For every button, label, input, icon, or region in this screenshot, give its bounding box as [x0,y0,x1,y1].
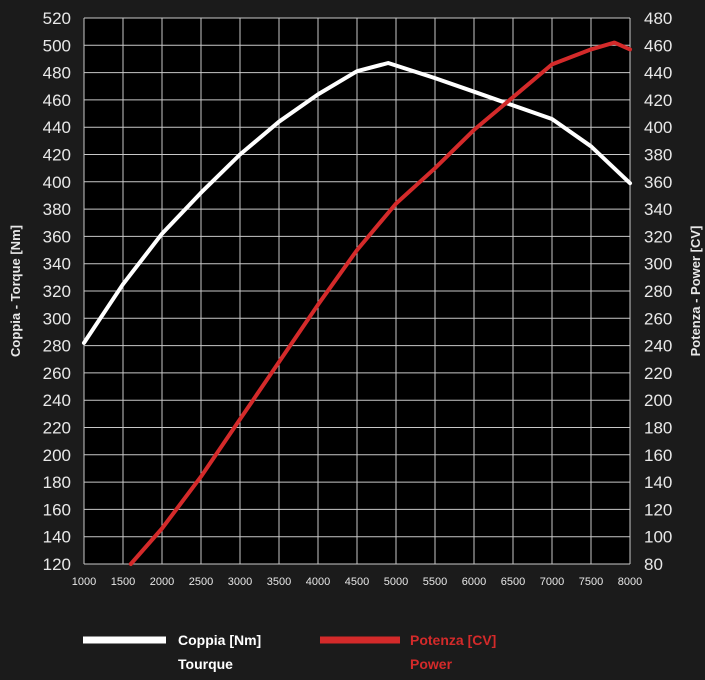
legend-sublabel-torque: Tourque [178,656,233,672]
y-right-tick-380: 380 [644,146,672,165]
y-left-tick-500: 500 [43,36,71,55]
y-right-tick-340: 340 [644,200,672,219]
y-right-tick-220: 220 [644,364,672,383]
grid [83,17,631,565]
y-left-tick-520: 520 [43,9,71,28]
y-right-tick-80: 80 [644,555,663,574]
x-tick-1500: 1500 [111,576,135,588]
x-tick-1000: 1000 [72,576,96,588]
x-tick-2000: 2000 [150,576,174,588]
x-tick-4000: 4000 [306,576,330,588]
y-right-tick-200: 200 [644,391,672,410]
y-left-axis-title: Coppia - Torque [Nm] [8,225,23,357]
y-left-tick-120: 120 [43,555,71,574]
y-left-tick-460: 460 [43,91,71,110]
x-tick-3500: 3500 [267,576,291,588]
y-left-tick-480: 480 [43,64,71,83]
y-left-tick-240: 240 [43,391,71,410]
y-right-tick-280: 280 [644,282,672,301]
series-line-power [128,40,632,566]
y-left-tick-400: 400 [43,173,71,192]
legend-sublabel-power: Power [410,656,453,672]
y-right-tick-labels: 80 100 120 140 160 180 200 220 240 260 280 300 320 34… [644,9,672,574]
x-tick-7000: 7000 [540,576,564,588]
y-left-tick-320: 320 [43,282,71,301]
y-left-tick-380: 380 [43,200,71,219]
y-left-tick-440: 440 [43,118,71,137]
y-left-tick-220: 220 [43,419,71,438]
y-right-tick-480: 480 [644,9,672,28]
y-right-tick-420: 420 [644,91,672,110]
legend-label-power: Potenza [CV] [410,632,496,648]
x-tick-2500: 2500 [189,576,213,588]
x-tick-6000: 6000 [462,576,486,588]
y-right-tick-360: 360 [644,173,672,192]
y-left-tick-300: 300 [43,309,71,328]
y-right-tick-100: 100 [644,528,672,547]
x-tick-3000: 3000 [228,576,252,588]
y-right-tick-120: 120 [644,500,672,519]
series-line-torque [82,61,632,345]
y-right-tick-400: 400 [644,118,672,137]
legend: Coppia [Nm] Tourque Potenza [CV] Power [83,632,496,672]
y-left-tick-360: 360 [43,227,71,246]
x-tick-4500: 4500 [345,576,369,588]
y-left-tick-200: 200 [43,446,71,465]
y-left-tick-180: 180 [43,473,71,492]
y-left-tick-160: 160 [43,500,71,519]
y-left-tick-140: 140 [43,528,71,547]
y-right-tick-440: 440 [644,64,672,83]
y-left-tick-260: 260 [43,364,71,383]
y-right-tick-460: 460 [644,36,672,55]
y-right-tick-260: 260 [644,309,672,328]
series-lines [82,40,632,566]
y-left-tick-280: 280 [43,337,71,356]
y-right-axis-title: Potenza - Power [CV] [688,226,703,357]
x-tick-5000: 5000 [384,576,408,588]
y-left-tick-340: 340 [43,255,71,274]
x-tick-5500: 5500 [423,576,447,588]
y-right-tick-180: 180 [644,419,672,438]
y-left-tick-420: 420 [43,146,71,165]
x-tick-7500: 7500 [579,576,603,588]
x-tick-labels: 1000 1500 2000 2500 3000 3500 4000 4500 5000 5500… [72,576,642,588]
y-right-tick-300: 300 [644,255,672,274]
x-tick-8000: 8000 [618,576,642,588]
y-right-tick-160: 160 [644,446,672,465]
y-right-tick-140: 140 [644,473,672,492]
legend-label-torque: Coppia [Nm] [178,632,261,648]
y-left-tick-labels: 120 140 160 180 200 220 240 260 280 300 320 340 360 3… [43,9,71,574]
y-right-tick-240: 240 [644,337,672,356]
y-right-tick-320: 320 [644,227,672,246]
x-tick-6500: 6500 [501,576,525,588]
